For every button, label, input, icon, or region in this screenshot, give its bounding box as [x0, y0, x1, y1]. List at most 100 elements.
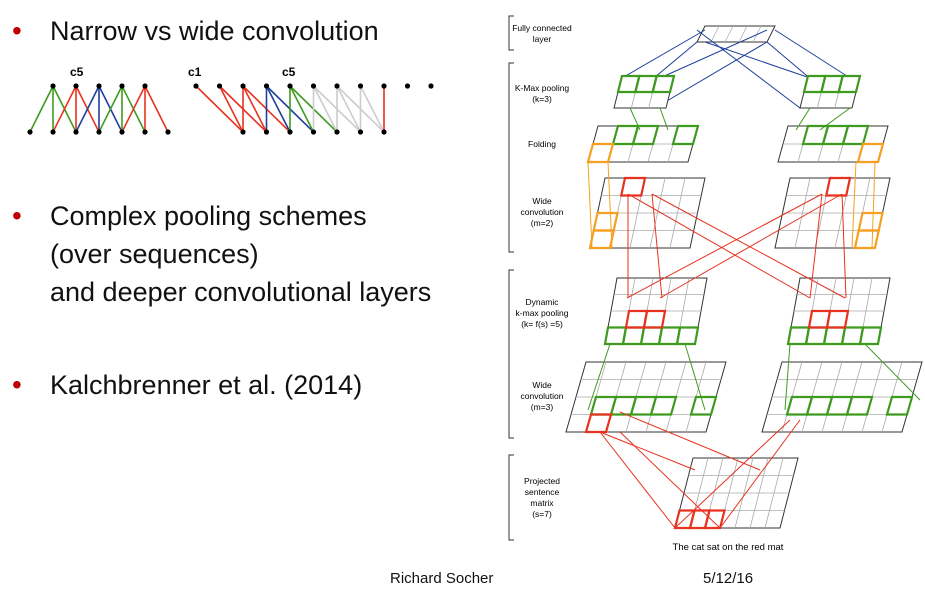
highlight-cell — [584, 413, 613, 434]
dynkmax-red-right — [807, 309, 850, 329]
bullet-text: Narrow vs wide convolution — [50, 16, 379, 46]
fold-orange — [607, 161, 613, 249]
label-projected-matrix: Projected sentence matrix (s=7) — [524, 476, 560, 519]
fc-edge — [654, 41, 768, 109]
svg-text:K-Max pooling: K-Max pooling — [515, 83, 570, 93]
wide-bottom-node — [334, 129, 340, 135]
fc-edge — [696, 29, 801, 109]
svg-text:Folding: Folding — [528, 139, 556, 149]
wide-edge — [312, 85, 338, 133]
highlight-cell — [857, 211, 884, 232]
highlight-cell — [885, 395, 914, 416]
wide-top-node — [240, 83, 246, 89]
wide-top-node — [193, 83, 199, 89]
bullet-dot: • — [12, 15, 22, 46]
highlight-cell — [642, 309, 667, 329]
fc-edge — [774, 29, 851, 79]
wide-bottom-node — [357, 129, 364, 135]
bullet-pooling-schemes: • Complex pooling schemes (over sequence… — [12, 197, 431, 311]
svg-text:Dynamic: Dynamic — [525, 297, 559, 307]
wideconv2-orange-left2 — [592, 211, 619, 232]
wide-c5-label: c5 — [282, 65, 296, 79]
fold-orange — [851, 161, 857, 249]
fold-edge — [659, 107, 669, 131]
svg-text:Wide: Wide — [532, 196, 552, 206]
narrow-edge — [52, 85, 77, 133]
highlight-cell — [649, 395, 678, 416]
grid-outline — [696, 25, 776, 43]
wide-top-node — [263, 83, 270, 89]
fold-edge — [629, 107, 641, 131]
fold-edge — [819, 107, 851, 131]
fc-edge — [621, 29, 706, 79]
grid-line — [724, 25, 734, 43]
wide-top-node — [381, 83, 387, 89]
cross-edge — [841, 193, 847, 299]
svg-text:k-max pooling: k-max pooling — [516, 308, 569, 318]
wideconv3-red-left — [584, 413, 613, 434]
wide-edge — [195, 85, 244, 133]
sentence-caption: The cat sat on the red mat — [673, 542, 784, 553]
svg-text:(k= f(s) =5): (k= f(s) =5) — [521, 319, 563, 329]
wide-top-node — [310, 83, 317, 89]
dcnn-architecture-diagram: Fully connected layer K-Max pooling (k=3… — [508, 15, 923, 553]
narrow-top-node — [96, 83, 102, 89]
narrow-bottom-node — [142, 129, 148, 135]
dynkmax-red-left — [624, 309, 667, 329]
svg-text:layer: layer — [533, 34, 552, 44]
svg-text:Wide: Wide — [532, 380, 552, 390]
pool-edge — [684, 343, 706, 411]
highlight-cell — [592, 211, 619, 232]
wideconv2-orange-right2 — [857, 211, 884, 232]
wideconv3-green-left2 — [629, 395, 678, 416]
highlight-cell — [837, 74, 862, 94]
highlight-cell — [619, 176, 647, 197]
bullet-dot: • — [12, 200, 22, 231]
wide-top-node — [334, 83, 340, 89]
highlight-cell — [631, 124, 660, 146]
kmax-cells-right — [802, 74, 862, 94]
wide-edge — [218, 85, 244, 133]
wide-c1-label: c1 — [188, 65, 202, 79]
bullet-text-line: (over sequences) — [50, 239, 259, 269]
bracket-fully-connected — [508, 15, 514, 51]
pool-edge — [587, 343, 611, 411]
wide-bottom-node — [263, 129, 270, 135]
label-dynamic-kmax: Dynamic k-max pooling (k= f(s) =5) — [516, 297, 569, 329]
proj-edge — [674, 419, 791, 529]
cross-edge — [651, 193, 846, 299]
folding-cells-left2 — [671, 124, 700, 146]
label-wide-conv-m3: Wide convolution (m=3) — [520, 380, 563, 412]
fully-connected-grid — [696, 25, 776, 43]
kmax-cells-left — [616, 74, 676, 94]
svg-text:sentence: sentence — [525, 487, 560, 497]
label-fully-connected: Fully connected layer — [512, 23, 572, 44]
label-wide-conv-m2: Wide convolution (m=2) — [520, 196, 563, 228]
fold-orange — [587, 161, 593, 249]
svg-text:(m=3): (m=3) — [531, 402, 554, 412]
highlight-cell — [856, 142, 885, 164]
narrow-top-node — [73, 83, 79, 89]
wide-bottom-node — [287, 129, 293, 135]
folding-cells-right — [801, 124, 870, 146]
narrow-bottom-node — [119, 129, 125, 135]
bullet-citation: • Kalchbrenner et al. (2014) — [12, 366, 362, 404]
narrow-bottom-node — [96, 129, 102, 135]
svg-text:convolution: convolution — [520, 391, 563, 401]
footer-author: Richard Socher — [390, 570, 494, 587]
narrow-edge — [75, 85, 100, 133]
pool-edge — [864, 343, 921, 401]
footer-date: 5/12/16 — [703, 570, 754, 587]
narrow-bottom-node — [27, 129, 33, 135]
narrow-edge — [98, 85, 123, 133]
fc-edge — [659, 29, 768, 79]
highlight-cell — [858, 326, 883, 346]
wideconv3-green-left3 — [689, 395, 718, 416]
wide-edge — [265, 85, 291, 133]
bracket-projected — [508, 454, 514, 541]
bullet-dot: • — [12, 369, 22, 400]
narrow-top-node — [142, 83, 148, 89]
bullet-text: Kalchbrenner et al. (2014) — [50, 370, 363, 400]
cross-edge — [627, 193, 811, 299]
narrow-top-node — [50, 83, 56, 89]
